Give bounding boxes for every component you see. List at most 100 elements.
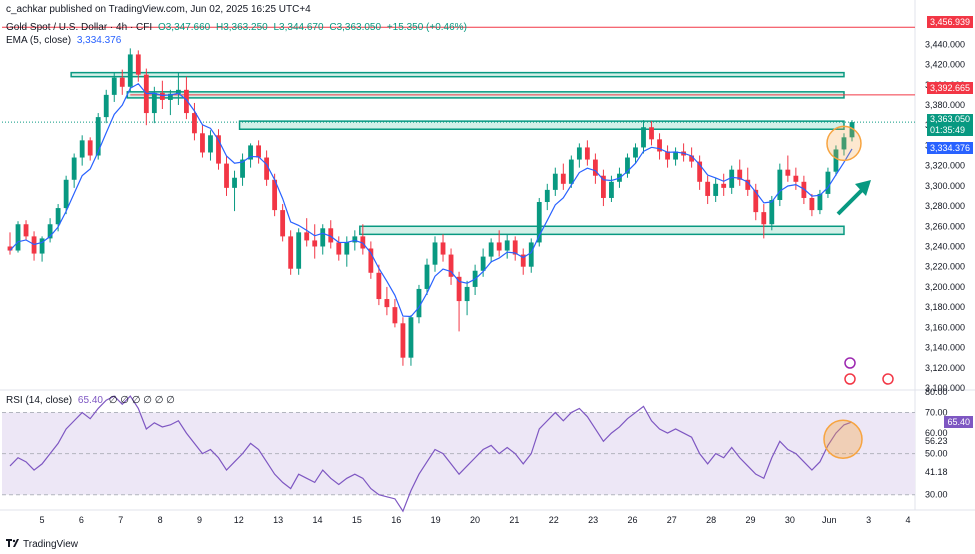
time-tick-label: 27 <box>667 515 677 525</box>
candle-body <box>111 77 117 95</box>
candle-body <box>601 175 606 198</box>
candle-body <box>737 169 743 180</box>
ema-line <box>9 82 853 318</box>
time-tick-label: 20 <box>470 515 480 525</box>
candle-body <box>456 276 462 302</box>
candle-body <box>408 317 414 358</box>
candle-body <box>184 89 189 114</box>
candle-body <box>376 272 382 300</box>
publisher-line: c_achkar published on TradingView.com, J… <box>6 4 311 15</box>
rsi-legend[interactable]: RSI (14, close) 65.40 ∅ ∅ ∅ ∅ ∅ ∅ <box>6 395 178 406</box>
time-tick-label: 13 <box>273 515 283 525</box>
time-tick-label: 23 <box>588 515 598 525</box>
candle-body <box>432 242 438 265</box>
countdown-value: 01:35:49 <box>929 125 965 135</box>
price-tick-label: 3,260.000 <box>925 221 965 231</box>
time-tick-label: 9 <box>197 515 202 525</box>
candle-body <box>512 240 518 255</box>
time-tick-label: 28 <box>706 515 716 525</box>
candle-body <box>793 175 799 182</box>
rsi-tick-label: 60.00 <box>925 428 948 438</box>
candle-body <box>592 159 598 176</box>
candle-body <box>777 169 783 200</box>
time-tick-label: 12 <box>234 515 244 525</box>
last-price-value: 3,363.050 <box>929 114 970 124</box>
time-tick-label: Jun <box>822 515 837 525</box>
candle-body <box>119 77 125 87</box>
candle-body <box>673 151 678 160</box>
price-tick-label: 3,100.000 <box>925 383 965 393</box>
candle-body <box>240 159 245 178</box>
candle-body <box>95 117 101 156</box>
time-tick-label: 14 <box>313 515 323 525</box>
ema-legend[interactable]: EMA (5, close) 3,334.376 <box>6 35 124 46</box>
ohlc-high: H3,363.250 <box>216 22 268 33</box>
candle-body <box>633 147 638 158</box>
time-tick-label: 4 <box>905 515 910 525</box>
candle-body <box>79 140 85 158</box>
candle-body <box>504 240 510 251</box>
price-tick-label: 3,180.000 <box>925 302 965 312</box>
ema-value: 3,334.376 <box>76 35 122 46</box>
candle-body <box>769 199 775 225</box>
candle-body <box>705 181 711 196</box>
candle-body <box>63 179 69 209</box>
candle-body <box>520 254 526 267</box>
ohlc-open: O3,347.660 <box>157 22 211 33</box>
candle-body <box>360 236 366 249</box>
candle-body <box>657 139 662 152</box>
candle-body <box>713 183 719 196</box>
candle-body <box>584 147 590 160</box>
candle-body <box>352 236 358 243</box>
candle-body <box>480 256 486 271</box>
rsi-label: RSI (14, close) <box>6 395 73 406</box>
ohlc-line: Gold Spot / U.S. Dollar · 4h · CFI O3,34… <box>6 22 470 33</box>
trend-arrow-head <box>855 180 871 196</box>
candle-body <box>288 236 294 269</box>
candle-body <box>440 242 446 255</box>
candle-body <box>464 286 470 302</box>
candle-body <box>103 94 109 118</box>
flag-icon <box>844 373 856 385</box>
footer-brand[interactable]: TradingView <box>6 538 78 550</box>
candle-body <box>745 179 751 190</box>
candle-body <box>15 224 21 251</box>
rsi-highlight-circle <box>823 419 863 460</box>
candle-body <box>609 181 614 198</box>
candle-body <box>392 307 398 324</box>
candle-body <box>761 212 767 225</box>
candle-body <box>544 189 550 203</box>
candle-body <box>384 299 390 308</box>
candle-body <box>721 183 727 188</box>
time-tick-label: 8 <box>158 515 163 525</box>
price-tick-label: 3,440.000 <box>925 39 965 49</box>
candle-body <box>23 224 29 237</box>
candle-body <box>304 232 310 241</box>
candle-body <box>175 89 181 94</box>
candle-body <box>232 177 237 188</box>
time-tick-label: 19 <box>431 515 441 525</box>
candle-body <box>47 224 53 239</box>
price-tick-label: 3,380.000 <box>925 100 965 110</box>
time-tick-label: 7 <box>118 515 123 525</box>
time-tick-label: 3 <box>866 515 871 525</box>
price-tick-label: 3,160.000 <box>925 322 965 332</box>
candle-body <box>689 155 695 162</box>
candle-body <box>649 127 654 140</box>
candle-body <box>248 145 253 160</box>
price-tick-label: 3,320.000 <box>925 161 965 171</box>
last-price-label: 3,363.050 01:35:49 <box>926 114 973 136</box>
ema-label: EMA (5, close) <box>6 35 72 46</box>
price-tick-label: 3,220.000 <box>925 262 965 272</box>
candle-body <box>536 202 542 243</box>
candle-body <box>833 149 839 172</box>
candle-body <box>849 122 855 138</box>
candle-body <box>641 127 646 148</box>
candle-body <box>496 242 502 251</box>
rsi-tick-label: 56.23 <box>925 436 948 446</box>
candle-body <box>424 264 430 289</box>
candle-body <box>192 113 197 134</box>
price-highlight-circle <box>826 125 862 162</box>
candle-body <box>135 54 141 75</box>
